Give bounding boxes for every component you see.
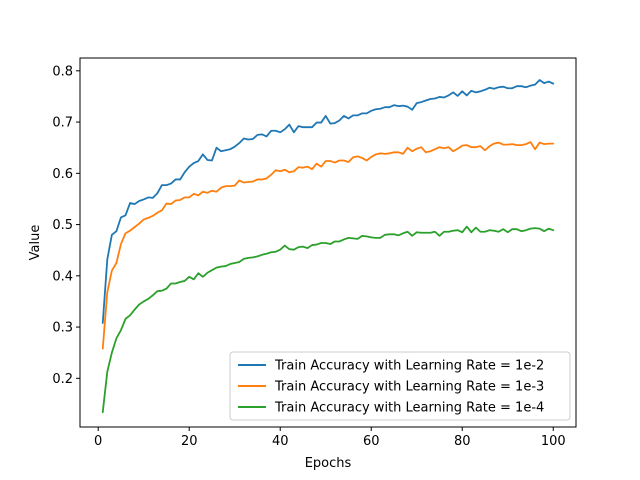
series-line-3: [101, 225, 555, 414]
axes-frame: [79, 57, 577, 428]
legend-label: Train Accuracy with Learning Rate = 1e-2: [274, 359, 544, 374]
legend-box: [229, 351, 571, 421]
series-line-2: [101, 141, 555, 350]
x-axis-label: Epochs: [305, 456, 352, 471]
y-tick-label: 0.2: [52, 372, 73, 387]
x-tick-label: 80: [454, 434, 471, 449]
y-axis-label: Value: [28, 225, 43, 261]
y-tick-label: 0.5: [52, 218, 73, 233]
legend-label: Train Accuracy with Learning Rate = 1e-3: [274, 380, 544, 395]
series-line-1: [101, 79, 555, 324]
y-axis-ticks: 0.2 0.3 0.4 0.5 0.6 0.7 0.8: [52, 64, 80, 387]
y-tick-label: 0.6: [52, 167, 73, 182]
y-tick-label: 0.8: [52, 64, 73, 79]
y-tick-label: 0.7: [52, 116, 73, 131]
x-tick-label: 0: [94, 434, 102, 449]
x-tick-label: 40: [272, 434, 289, 449]
legend-label: Train Accuracy with Learning Rate = 1e-4: [274, 401, 544, 416]
x-tick-label: 100: [541, 434, 566, 449]
y-tick-label: 0.4: [52, 269, 73, 284]
series-layer: [101, 79, 555, 414]
x-axis-ticks: 0 20 40 60 80 100: [94, 427, 566, 449]
x-tick-label: 20: [181, 434, 198, 449]
y-tick-label: 0.3: [52, 321, 73, 336]
x-tick-label: 60: [363, 434, 380, 449]
legend: Train Accuracy with Learning Rate = 1e-2…: [229, 351, 571, 421]
